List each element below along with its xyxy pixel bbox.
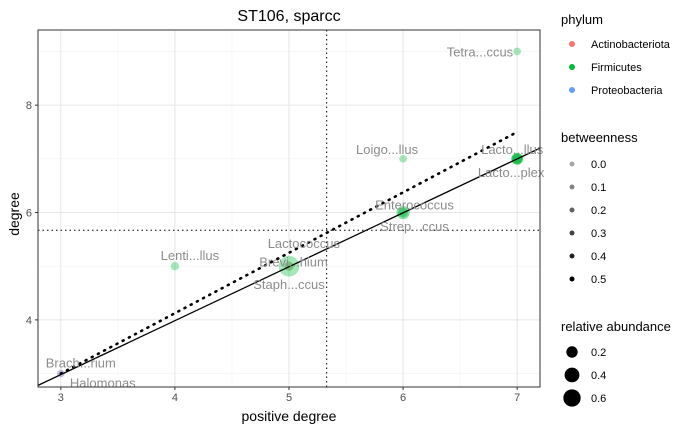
legend-key-abundance [566, 346, 578, 358]
legend-key-betweenness [569, 207, 575, 213]
legend-key-abundance [564, 367, 580, 383]
x-axis-title: positive degree [242, 408, 337, 424]
y-tick-label: 8 [26, 100, 32, 112]
legend-label-abundance: 0.2 [591, 347, 606, 359]
legend-label-betweenness: 0.4 [591, 251, 606, 263]
legend-label-phylum: Actinobacteriota [591, 39, 671, 51]
regression-line [37, 147, 541, 386]
data-point [170, 262, 180, 271]
legend-label-betweenness: 0.1 [591, 182, 606, 194]
point-label: Loigo...llus [356, 142, 419, 157]
legend-key-phylum [569, 87, 575, 93]
legend-key-betweenness [569, 276, 575, 282]
legend-key-betweenness [569, 161, 575, 167]
x-tick-label: 4 [172, 392, 178, 404]
identity-line [59, 130, 519, 375]
legend-label-betweenness: 0.3 [591, 228, 606, 240]
legend-label-betweenness: 0.2 [591, 205, 606, 217]
data-point [399, 155, 407, 163]
legend-title-betweenness: betweenness [561, 130, 638, 145]
point-label: Brevi...hium [259, 254, 328, 269]
legend-title-phylum: phylum [561, 12, 603, 27]
y-axis-title: degree [6, 192, 22, 236]
legend-key-abundance [563, 389, 581, 407]
legend-area: phylum Actinobacteriota Firmicutes Proteoba… [561, 12, 671, 407]
point-label: Lacto...plex [478, 165, 545, 180]
point-label: Enterococcus [375, 197, 454, 212]
legend-label-betweenness: 0.0 [591, 159, 606, 171]
point-label: Lenti...llus [161, 248, 220, 263]
point-label: Halomonas [70, 376, 136, 391]
point-label: Lacto...llus [481, 142, 544, 157]
y-tick-label: 4 [26, 315, 32, 327]
legend-key-phylum [569, 41, 575, 47]
legend-key-betweenness [569, 230, 575, 236]
legend-key-betweenness [569, 184, 575, 190]
legend-label-phylum: Firmicutes [591, 62, 642, 74]
y-tick-label: 6 [26, 208, 32, 220]
legend-label-betweenness: 0.5 [591, 274, 606, 286]
point-label: Staph...ccus [253, 277, 325, 292]
data-point [513, 47, 522, 56]
x-tick-label: 7 [514, 392, 520, 404]
legend-label-abundance: 0.4 [591, 370, 606, 382]
x-tick-label: 5 [286, 392, 292, 404]
x-tick-label: 3 [58, 392, 64, 404]
legend-key-betweenness [569, 253, 575, 259]
point-label: Strep...ccus [380, 219, 449, 234]
legend-label-phylum: Proteobacteria [591, 85, 663, 97]
plot-area: Tetra...ccus Lacto...llus Lacto...plex Loig… [26, 29, 545, 404]
point-label: Brach...rium [46, 356, 116, 371]
point-label: Lactococcus [268, 236, 341, 251]
legend-key-phylum [569, 64, 575, 70]
legend-label-abundance: 0.6 [591, 393, 606, 405]
point-label: Tetra...ccus [447, 44, 514, 59]
x-tick-label: 6 [400, 392, 406, 404]
legend-title-abundance: relative abundance [561, 319, 671, 334]
chart-title: ST106, sparcc [237, 8, 340, 25]
